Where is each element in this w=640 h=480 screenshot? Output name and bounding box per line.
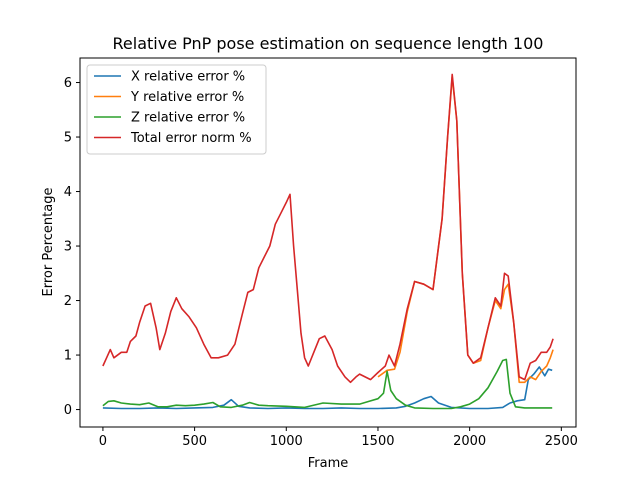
legend-label: Z relative error % [131,111,245,126]
x-tick-label: 1000 [270,434,303,449]
x-tick-label: 2000 [453,434,486,449]
x-axis-label: Frame [308,456,349,471]
chart-title: Relative PnP pose estimation on sequence… [113,34,544,53]
series-line-3 [102,358,553,410]
y-tick-label: 1 [64,349,72,364]
y-tick-label: 2 [64,294,72,309]
y-tick-label: 5 [64,131,72,146]
y-tick-label: 6 [64,76,72,91]
legend-label: X relative error % [131,70,245,85]
legend: X relative error % Y relative error % Z re… [86,64,267,155]
legend-box [86,64,267,155]
series-line-4 [102,73,554,384]
x-tick-label: 2500 [545,434,578,449]
y-tick-label: 3 [64,240,72,255]
x-tick-label: 0 [99,434,107,449]
series-line-1 [102,366,553,410]
x-tick-label: 500 [182,434,207,449]
legend-label: Total error norm % [130,131,252,146]
plot-area-frame [79,57,577,428]
y-tick-label: 4 [64,185,72,200]
x-tick-label: 1500 [361,434,394,449]
legend-label: Y relative error % [130,90,244,105]
y-axis-label: Error Percentage [41,188,56,297]
y-tick-label: 0 [64,403,72,418]
